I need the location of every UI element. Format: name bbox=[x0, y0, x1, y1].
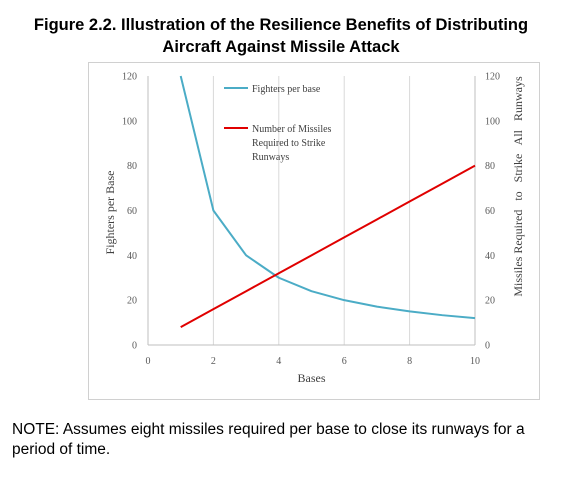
figure-note: NOTE: Assumes eight missiles required pe… bbox=[12, 421, 525, 458]
series-group bbox=[179, 75, 476, 328]
figure-title-line-2: Aircraft Against Missile Attack bbox=[162, 38, 400, 56]
series-line-1 bbox=[179, 75, 476, 320]
y-tick-label-left: 100 bbox=[122, 116, 137, 127]
y-tick-label-right: 80 bbox=[485, 161, 495, 172]
y-tick-label-right: 40 bbox=[485, 251, 495, 262]
y-axis-label-left: Fighters per Base bbox=[103, 171, 117, 255]
legend-label-2: Number of Missiles bbox=[252, 124, 332, 135]
x-tick-label: 10 bbox=[470, 356, 480, 367]
y-tick-label-right: 120 bbox=[485, 72, 500, 83]
y-tick-label-right: 60 bbox=[485, 206, 495, 217]
y-axis-label-right: Missiles Required to Strike All Runways bbox=[511, 76, 525, 297]
y-tick-label-left: 0 bbox=[132, 341, 137, 352]
legend-label-2: Runways bbox=[252, 152, 289, 163]
x-tick-label: 0 bbox=[146, 356, 151, 367]
x-tick-label: 2 bbox=[211, 356, 216, 367]
y-tick-label-right: 20 bbox=[485, 296, 495, 307]
legend: Fighters per base Number of Missiles Requi… bbox=[224, 84, 332, 163]
y-tick-label-left: 20 bbox=[127, 296, 137, 307]
y-tick-label-left: 120 bbox=[122, 72, 137, 83]
x-axis-label: Bases bbox=[298, 371, 326, 385]
y-tick-label-right: 0 bbox=[485, 341, 490, 352]
x-tick-label: 6 bbox=[342, 356, 347, 367]
legend-label-2: Required to Strike bbox=[252, 138, 326, 149]
x-tick-label: 4 bbox=[276, 356, 281, 367]
series-line-2 bbox=[180, 164, 476, 328]
figure-title-line-1: Figure 2.2. Illustration of the Resilien… bbox=[33, 16, 529, 34]
y-tick-label-left: 80 bbox=[127, 161, 137, 172]
figure-title: Figure 2.2. Illustration of the Resilien… bbox=[0, 14, 562, 58]
chart-frame bbox=[88, 62, 540, 400]
grid-lines bbox=[212, 76, 476, 345]
legend-label-1: Fighters per base bbox=[252, 84, 321, 95]
y-tick-label-left: 60 bbox=[127, 206, 137, 217]
y-tick-label-right: 100 bbox=[485, 116, 500, 127]
y-tick-label-left: 40 bbox=[127, 251, 137, 262]
x-tick-label: 8 bbox=[407, 356, 412, 367]
